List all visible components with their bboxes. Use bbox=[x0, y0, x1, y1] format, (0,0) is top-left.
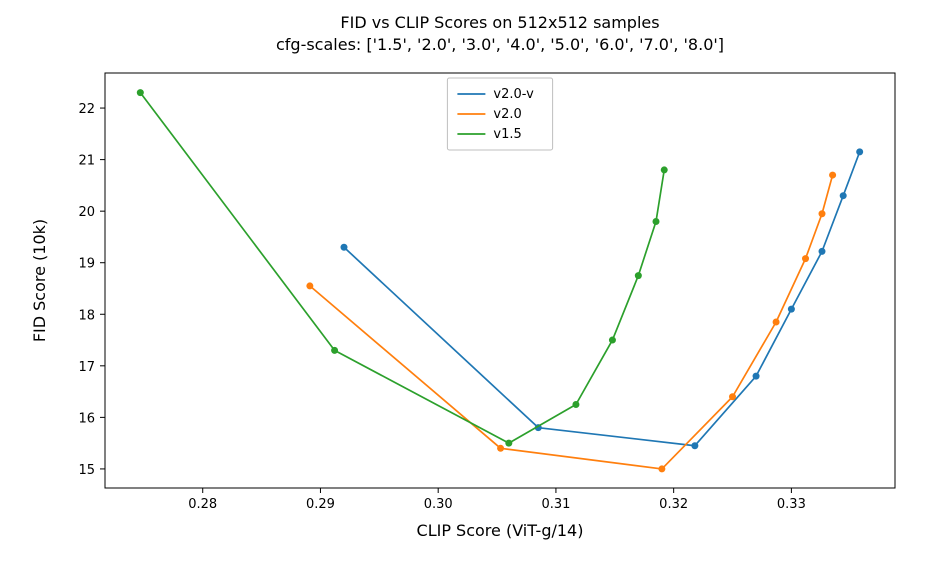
y-tick-label: 15 bbox=[78, 463, 95, 478]
legend-label: v2.0-v bbox=[493, 87, 534, 102]
chart-title-line1: FID vs CLIP Scores on 512x512 samples bbox=[340, 13, 659, 32]
legend-label: v2.0 bbox=[493, 107, 521, 122]
series-point-v1.5 bbox=[331, 347, 338, 354]
series-point-v1.5 bbox=[652, 218, 659, 225]
y-tick-label: 22 bbox=[78, 102, 95, 117]
chart-title-line2: cfg-scales: ['1.5', '2.0', '3.0', '4.0',… bbox=[276, 35, 724, 54]
series-point-v2.0 bbox=[802, 255, 809, 262]
legend: v2.0-v v2.0 v1.5 bbox=[447, 78, 552, 150]
x-tick-label: 0.28 bbox=[188, 497, 217, 512]
series-point-v2.0-v bbox=[856, 148, 863, 155]
chart-container: 0.28 0.29 0.30 0.31 0.32 0.33 15 16 17 18 19 20 21 22… bbox=[0, 0, 936, 576]
series-point-v2.0 bbox=[829, 172, 836, 179]
y-tick-label: 18 bbox=[78, 308, 95, 323]
series-point-v2.0 bbox=[306, 282, 313, 289]
series-point-v2.0-v bbox=[341, 244, 348, 251]
series-point-v2.0 bbox=[658, 465, 665, 472]
x-tick-label: 0.29 bbox=[306, 497, 335, 512]
series-point-v2.0-v bbox=[753, 373, 760, 380]
series-point-v2.0 bbox=[819, 210, 826, 217]
series-point-v2.0-v bbox=[788, 306, 795, 313]
series-point-v1.5 bbox=[635, 272, 642, 279]
x-tick-label: 0.33 bbox=[777, 497, 806, 512]
series-point-v1.5 bbox=[572, 401, 579, 408]
x-axis-label: CLIP Score (ViT-g/14) bbox=[417, 521, 584, 540]
x-tick-label: 0.31 bbox=[541, 497, 570, 512]
y-tick-label: 20 bbox=[78, 205, 95, 220]
y-tick-label: 17 bbox=[78, 360, 95, 375]
series-point-v2.0-v bbox=[691, 442, 698, 449]
series-point-v1.5 bbox=[609, 337, 616, 344]
chart-svg: 0.28 0.29 0.30 0.31 0.32 0.33 15 16 17 18 19 20 21 22… bbox=[0, 0, 936, 576]
y-tick-label: 21 bbox=[78, 154, 95, 169]
series-point-v2.0 bbox=[497, 445, 504, 452]
series-point-v1.5 bbox=[137, 89, 144, 96]
series-point-v1.5 bbox=[505, 440, 512, 447]
y-axis-label: FID Score (10k) bbox=[30, 219, 49, 342]
y-tick-label: 16 bbox=[78, 411, 95, 426]
series-point-v2.0 bbox=[773, 319, 780, 326]
series-point-v2.0-v bbox=[840, 192, 847, 199]
x-tick-label: 0.32 bbox=[659, 497, 688, 512]
series-point-v2.0-v bbox=[819, 248, 826, 255]
y-tick-label: 19 bbox=[78, 257, 95, 272]
legend-label: v1.5 bbox=[493, 127, 521, 142]
series-point-v1.5 bbox=[661, 166, 668, 173]
series-point-v2.0 bbox=[729, 393, 736, 400]
x-tick-label: 0.30 bbox=[424, 497, 453, 512]
